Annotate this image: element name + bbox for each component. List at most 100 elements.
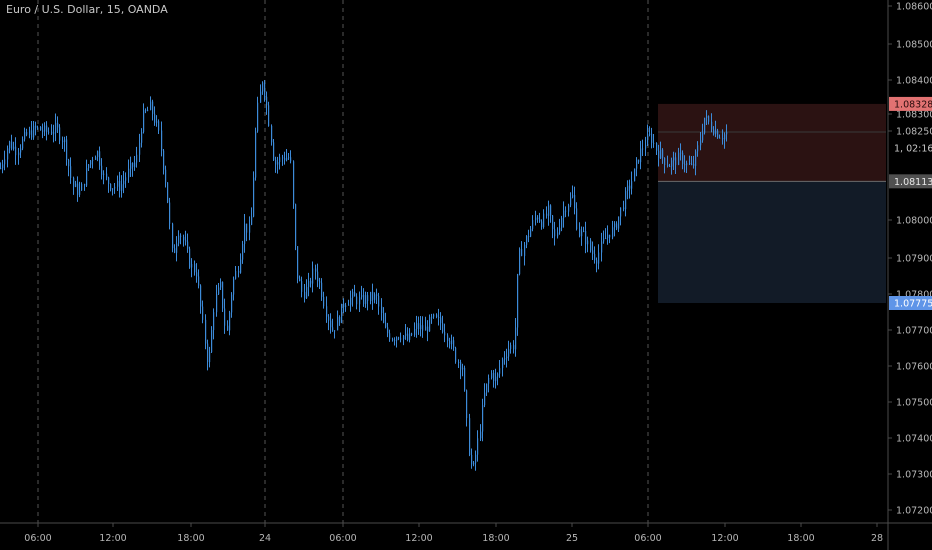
candle-body (524, 244, 526, 256)
candle-body (466, 390, 468, 419)
candle-body (59, 127, 61, 141)
candle-body (708, 116, 710, 122)
candle-body (717, 130, 719, 138)
candle-body (449, 340, 451, 345)
candle-body (537, 217, 539, 220)
candle-body (260, 91, 262, 103)
candle-body (612, 227, 614, 238)
price-tick-label: 1.07500 (896, 398, 932, 409)
time-tick-label: 25 (566, 533, 578, 544)
candle-body (363, 294, 365, 304)
candle-body (266, 96, 268, 106)
candle-body (605, 238, 607, 240)
candle-body (462, 367, 464, 370)
candle-body (282, 157, 284, 159)
candle-body (387, 327, 389, 334)
candle-body (92, 159, 94, 161)
svg-text:1, 02:16: 1, 02:16 (894, 144, 932, 155)
candle-body (682, 152, 684, 165)
price-tick-label: 1.08600 (896, 2, 932, 13)
candle-body (11, 141, 13, 149)
candle-body (372, 291, 374, 300)
candle-body (150, 101, 152, 110)
candle-body (317, 271, 319, 282)
candle-body (35, 125, 37, 128)
candle-body (381, 306, 383, 314)
candle-body (136, 154, 138, 163)
candle-body (253, 177, 255, 217)
time-tick-label: 18:00 (787, 533, 814, 544)
candle-body (559, 227, 561, 233)
candle-body (535, 217, 537, 221)
candle-body (233, 278, 235, 295)
candle-body (123, 180, 125, 185)
candle-body (139, 142, 141, 155)
candle-body (244, 223, 246, 244)
candle-body (550, 205, 552, 216)
candle-body (458, 361, 460, 363)
candle-body (33, 125, 35, 138)
candle-body (418, 323, 420, 330)
candle-body (172, 223, 174, 249)
candle-body (77, 183, 79, 195)
candle-body (392, 339, 394, 341)
candle-body (26, 132, 28, 135)
candle-body (627, 185, 629, 191)
stop-loss-zone[interactable] (658, 103, 886, 182)
candle-body (572, 194, 574, 198)
time-tick-label: 24 (259, 533, 271, 544)
candle-body (405, 333, 407, 336)
candle-body (310, 280, 312, 284)
candle-body (40, 126, 42, 131)
candle-body (515, 327, 517, 350)
candle-body (409, 333, 411, 340)
candle-body (130, 162, 132, 169)
candle-body (154, 113, 156, 123)
candle-body (539, 219, 541, 222)
candle-body (134, 162, 136, 167)
price-tick-label: 1.07300 (896, 470, 932, 481)
candle-body (18, 152, 20, 156)
candle-body (561, 217, 563, 228)
candle-body (106, 173, 108, 178)
candle-body (711, 121, 713, 130)
candle-body (330, 320, 332, 328)
candle-body (634, 168, 636, 182)
candle-body (385, 322, 387, 328)
candle-body (13, 146, 15, 149)
price-tick-label: 1.07700 (896, 326, 932, 337)
candle-body (495, 376, 497, 382)
candle-body (706, 116, 708, 118)
candle-body (618, 216, 620, 229)
candle-body (279, 157, 281, 163)
price-tick-label: 1.07400 (896, 434, 932, 445)
candle-body (53, 132, 55, 134)
candle-body (484, 392, 486, 406)
candle-body (658, 150, 660, 159)
candle-body (112, 188, 114, 190)
take-profit-zone[interactable] (658, 181, 886, 303)
time-tick-label: 12:00 (711, 533, 738, 544)
time-tick-label: 28 (871, 533, 883, 544)
candle-body (530, 228, 532, 237)
candle-body (180, 235, 182, 237)
candle-body (378, 295, 380, 307)
price-tick-label: 1.08250 (896, 127, 932, 138)
candle-body (264, 82, 266, 97)
candle-body (506, 356, 508, 359)
candle-body (486, 383, 488, 393)
candle-body (323, 296, 325, 307)
candle-body (477, 438, 479, 455)
candle-body (504, 358, 506, 360)
candle-body (209, 352, 211, 363)
chart-title: Euro / U.S. Dollar, 15, OANDA (6, 3, 168, 16)
candle-body (673, 157, 675, 161)
candle-body (42, 130, 44, 132)
candle-body (337, 317, 339, 331)
candle-body (623, 207, 625, 210)
candle-body (257, 102, 259, 132)
candle-body (79, 190, 81, 195)
candle-body (255, 131, 257, 178)
candle-body (594, 253, 596, 261)
